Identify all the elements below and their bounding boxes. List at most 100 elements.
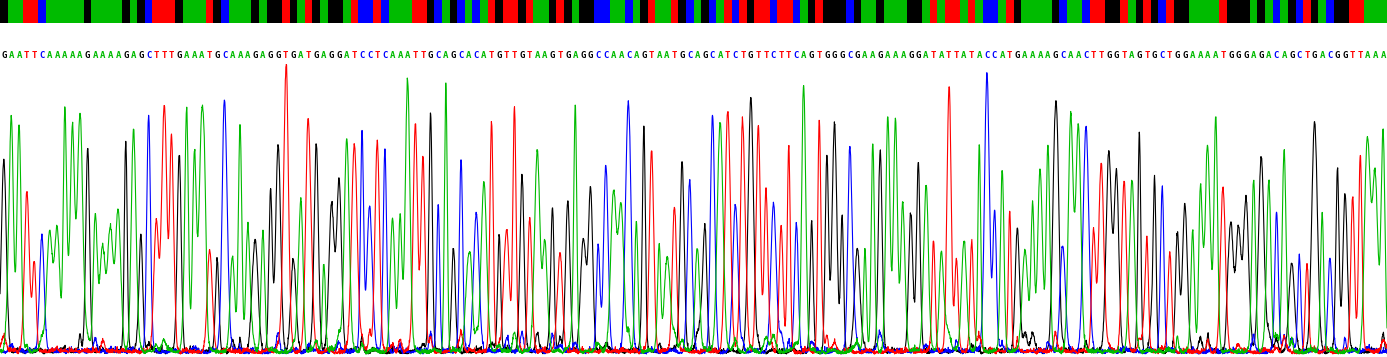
Text: T: T: [207, 51, 212, 60]
Bar: [1158, 0, 1166, 23]
Bar: [990, 0, 999, 23]
Text: C: C: [1273, 51, 1279, 60]
Bar: [15, 0, 22, 23]
Text: G: G: [824, 51, 829, 60]
Text: A: A: [573, 51, 578, 60]
Bar: [236, 0, 244, 23]
Bar: [343, 0, 351, 23]
Text: G: G: [176, 51, 182, 60]
Bar: [275, 0, 282, 23]
Text: T: T: [154, 51, 160, 60]
Bar: [46, 0, 53, 23]
Text: G: G: [215, 51, 221, 60]
Bar: [792, 0, 800, 23]
Text: C: C: [222, 51, 227, 60]
Text: C: C: [1297, 51, 1302, 60]
Bar: [510, 0, 519, 23]
Bar: [397, 0, 404, 23]
Text: C: C: [603, 51, 609, 60]
Bar: [1067, 0, 1075, 23]
Text: G: G: [1343, 51, 1348, 60]
Bar: [144, 0, 153, 23]
Bar: [351, 0, 358, 23]
Text: A: A: [1365, 51, 1370, 60]
Bar: [626, 0, 632, 23]
Text: A: A: [961, 51, 967, 60]
Text: A: A: [298, 51, 304, 60]
Bar: [617, 0, 626, 23]
Bar: [1319, 0, 1326, 23]
Text: A: A: [108, 51, 114, 60]
Text: A: A: [610, 51, 616, 60]
Bar: [214, 0, 221, 23]
Bar: [822, 0, 831, 23]
Bar: [1326, 0, 1334, 23]
Text: C: C: [473, 51, 479, 60]
Text: G: G: [429, 51, 433, 60]
Text: T: T: [725, 51, 731, 60]
Bar: [1082, 0, 1090, 23]
Text: G: G: [329, 51, 334, 60]
Text: T: T: [283, 51, 288, 60]
Bar: [1151, 0, 1158, 23]
Bar: [1289, 0, 1295, 23]
Bar: [1128, 0, 1136, 23]
Text: G: G: [313, 51, 319, 60]
Bar: [899, 0, 907, 23]
Bar: [1243, 0, 1250, 23]
Bar: [122, 0, 129, 23]
Text: C: C: [626, 51, 631, 60]
Text: G: G: [641, 51, 646, 60]
Text: G: G: [549, 51, 555, 60]
Bar: [1112, 0, 1121, 23]
Bar: [877, 0, 884, 23]
Text: C: C: [1327, 51, 1333, 60]
Bar: [960, 0, 968, 23]
Bar: [632, 0, 641, 23]
Bar: [488, 0, 495, 23]
Text: C: C: [436, 51, 441, 60]
Text: T: T: [1144, 51, 1150, 60]
Bar: [807, 0, 816, 23]
Text: T: T: [488, 51, 494, 60]
Text: A: A: [542, 51, 548, 60]
Text: T: T: [503, 51, 509, 60]
Text: T: T: [307, 51, 311, 60]
Text: C: C: [458, 51, 463, 60]
Bar: [641, 0, 648, 23]
Bar: [61, 0, 68, 23]
Bar: [777, 0, 785, 23]
Bar: [434, 0, 442, 23]
Bar: [37, 0, 46, 23]
Text: G: G: [748, 51, 753, 60]
Bar: [266, 0, 275, 23]
Bar: [1014, 0, 1021, 23]
Bar: [83, 0, 92, 23]
Bar: [671, 0, 678, 23]
Bar: [999, 0, 1006, 23]
Bar: [1372, 0, 1380, 23]
Bar: [610, 0, 617, 23]
Bar: [1121, 0, 1128, 23]
Text: A: A: [885, 51, 890, 60]
Bar: [282, 0, 290, 23]
Text: G: G: [832, 51, 838, 60]
Bar: [1051, 0, 1060, 23]
Bar: [412, 0, 419, 23]
Text: G: G: [1114, 51, 1119, 60]
Text: A: A: [1190, 51, 1196, 60]
Text: G: G: [497, 51, 502, 60]
Text: A: A: [62, 51, 68, 60]
Text: A: A: [1068, 51, 1074, 60]
Text: A: A: [1031, 51, 1035, 60]
Bar: [373, 0, 381, 23]
Text: A: A: [1000, 51, 1004, 60]
Text: G: G: [1236, 51, 1241, 60]
Bar: [198, 0, 205, 23]
Text: A: A: [93, 51, 98, 60]
Text: T: T: [420, 51, 426, 60]
Bar: [526, 0, 534, 23]
Text: T: T: [413, 51, 417, 60]
Text: G: G: [139, 51, 144, 60]
Bar: [587, 0, 595, 23]
